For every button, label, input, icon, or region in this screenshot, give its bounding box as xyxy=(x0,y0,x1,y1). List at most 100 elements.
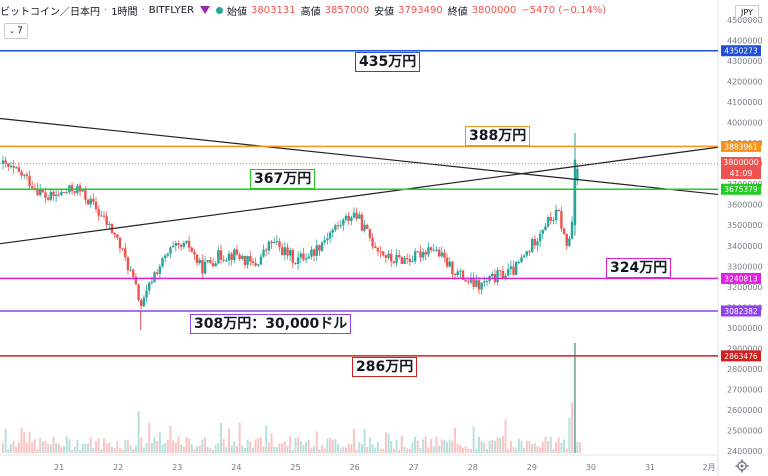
candle-body xyxy=(84,189,87,200)
volume-bar xyxy=(158,432,161,453)
candle-body xyxy=(124,248,127,258)
volume-bar xyxy=(366,446,369,453)
volume-bar xyxy=(110,446,113,453)
candle-body xyxy=(161,258,164,267)
volume-bar xyxy=(443,440,446,453)
candle-body xyxy=(70,185,74,192)
volume-bar xyxy=(382,448,385,453)
candle-body xyxy=(121,248,124,250)
volume-bar xyxy=(531,443,534,453)
y-tick-label: 4400000 xyxy=(727,37,763,46)
volume-bar xyxy=(565,448,568,453)
candle-body xyxy=(137,284,140,301)
candle-body xyxy=(225,260,228,262)
candle-body xyxy=(17,167,21,172)
volume-bar xyxy=(25,442,28,453)
volume-bar xyxy=(169,425,172,453)
candle-body xyxy=(140,300,143,307)
candle-body xyxy=(331,229,334,233)
candle-body xyxy=(374,246,377,249)
level-price-value: 3675379 xyxy=(724,185,758,194)
currency-badge[interactable]: JPY xyxy=(735,5,759,20)
candle-body xyxy=(480,282,483,290)
volume-bar xyxy=(411,442,414,453)
volume-bar xyxy=(126,439,129,453)
candle-body xyxy=(126,257,130,271)
volume-bar xyxy=(427,447,430,453)
volume-bar xyxy=(281,443,284,453)
candle-body xyxy=(536,241,539,246)
candle-body xyxy=(214,263,217,267)
candle-body xyxy=(342,219,345,226)
volume-bar xyxy=(273,446,276,453)
candle-body xyxy=(254,263,257,266)
candle-body xyxy=(179,244,183,247)
volume-bar xyxy=(92,447,95,453)
candle-body xyxy=(275,241,279,243)
volume-bar xyxy=(28,432,31,453)
volume-bar xyxy=(31,442,34,453)
candle-body xyxy=(557,209,560,211)
volume-bar xyxy=(198,445,201,453)
candle-body xyxy=(368,228,372,238)
candle-body xyxy=(134,276,138,285)
y-tick-label: 2800000 xyxy=(727,365,763,374)
candle-body xyxy=(400,257,404,264)
open-value: 3803131 xyxy=(251,4,296,16)
callout-286: 286万円 xyxy=(352,357,418,377)
candle-body xyxy=(259,256,263,265)
symbol-name[interactable]: ビットコイン／日本円 xyxy=(0,6,100,18)
timeframe-button[interactable]: ⌄ 7 xyxy=(4,23,28,39)
candle-body xyxy=(360,214,364,231)
volume-bar xyxy=(209,448,212,453)
candle-body xyxy=(97,209,100,216)
volume-bar xyxy=(313,446,316,453)
level-price-value: 4350273 xyxy=(724,47,758,56)
volume-bar xyxy=(180,444,183,453)
volume-bar xyxy=(196,446,199,453)
volume-bar xyxy=(360,443,363,453)
volume-bar xyxy=(432,446,435,453)
volume-bar xyxy=(142,448,145,453)
candle-body xyxy=(4,160,7,164)
candle-body xyxy=(246,256,249,265)
candle-body xyxy=(318,245,321,251)
y-tick-label: 4300000 xyxy=(727,57,763,66)
volume-bar xyxy=(166,439,169,453)
volume-bar xyxy=(318,448,321,453)
candle-body xyxy=(405,258,409,260)
volume-bar xyxy=(100,448,103,453)
candle-body xyxy=(20,171,23,176)
volume-bar xyxy=(190,444,193,453)
candle-body xyxy=(299,253,302,258)
candle-body xyxy=(363,224,366,231)
volume-bar xyxy=(79,449,82,453)
candle-body xyxy=(153,272,156,283)
volume-bar xyxy=(376,441,379,453)
candle-body xyxy=(211,263,215,267)
x-tick-label: 31 xyxy=(645,463,655,472)
gear-icon[interactable] xyxy=(735,459,749,473)
interval-label[interactable]: 1時間 xyxy=(111,6,138,18)
volume-bar xyxy=(201,439,204,453)
candle-body xyxy=(522,255,526,258)
volume-bar xyxy=(243,448,246,453)
candle-body xyxy=(419,251,422,258)
candle-body xyxy=(355,212,358,219)
candle-body xyxy=(15,167,18,169)
volume-bar xyxy=(392,448,395,453)
candle-body xyxy=(384,255,388,258)
volume-bar xyxy=(291,449,294,453)
volume-bar xyxy=(483,442,486,453)
candle-body xyxy=(443,252,446,258)
volume-bar xyxy=(496,437,499,453)
volume-bar xyxy=(206,446,209,453)
volume-bar xyxy=(462,447,465,453)
volume-bar xyxy=(172,440,175,453)
volume-bar xyxy=(568,417,571,453)
y-tick-label: 3400000 xyxy=(727,242,763,251)
volume-bar xyxy=(52,436,55,453)
volume-bar xyxy=(44,440,47,453)
